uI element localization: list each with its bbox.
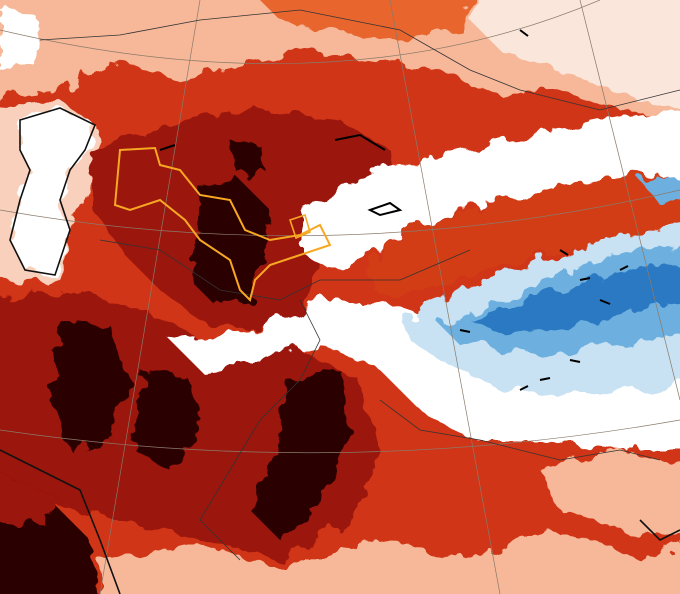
border bbox=[199, 299, 321, 561]
highlighted-border bbox=[288, 213, 311, 240]
central-black-small bbox=[230, 140, 265, 175]
border bbox=[0, 449, 121, 594]
border bbox=[39, 9, 680, 111]
parallel bbox=[0, 189, 680, 237]
south-black-3 bbox=[250, 370, 350, 540]
parallel bbox=[0, 0, 601, 64]
lake bbox=[459, 249, 629, 391]
south-black-2 bbox=[135, 370, 200, 470]
north-orange bbox=[260, 0, 472, 40]
southeast-peach bbox=[540, 450, 680, 538]
meridian bbox=[99, 0, 201, 594]
northeast-blue bbox=[640, 176, 680, 205]
lake bbox=[367, 201, 403, 217]
lake bbox=[519, 29, 529, 37]
northwest-white bbox=[0, 0, 40, 70]
coastline bbox=[9, 107, 97, 276]
caspian-sea bbox=[10, 108, 95, 275]
lake bbox=[334, 133, 386, 151]
border bbox=[99, 239, 471, 301]
highlighted-border bbox=[113, 146, 332, 302]
borders bbox=[0, 9, 680, 594]
border bbox=[379, 399, 661, 461]
south-peach bbox=[100, 530, 680, 594]
southwest-dark bbox=[0, 475, 60, 527]
meridian bbox=[579, 0, 680, 401]
north-white-band bbox=[300, 108, 680, 270]
parallel bbox=[0, 419, 680, 454]
northeast-light bbox=[470, 0, 680, 107]
border bbox=[639, 519, 680, 541]
south-white-band bbox=[170, 300, 680, 450]
lake bbox=[159, 144, 176, 151]
south-black-1 bbox=[50, 320, 130, 450]
dark-blue-band bbox=[470, 262, 680, 335]
central-black bbox=[190, 180, 270, 305]
lakes bbox=[159, 29, 629, 391]
meridian bbox=[389, 0, 501, 594]
